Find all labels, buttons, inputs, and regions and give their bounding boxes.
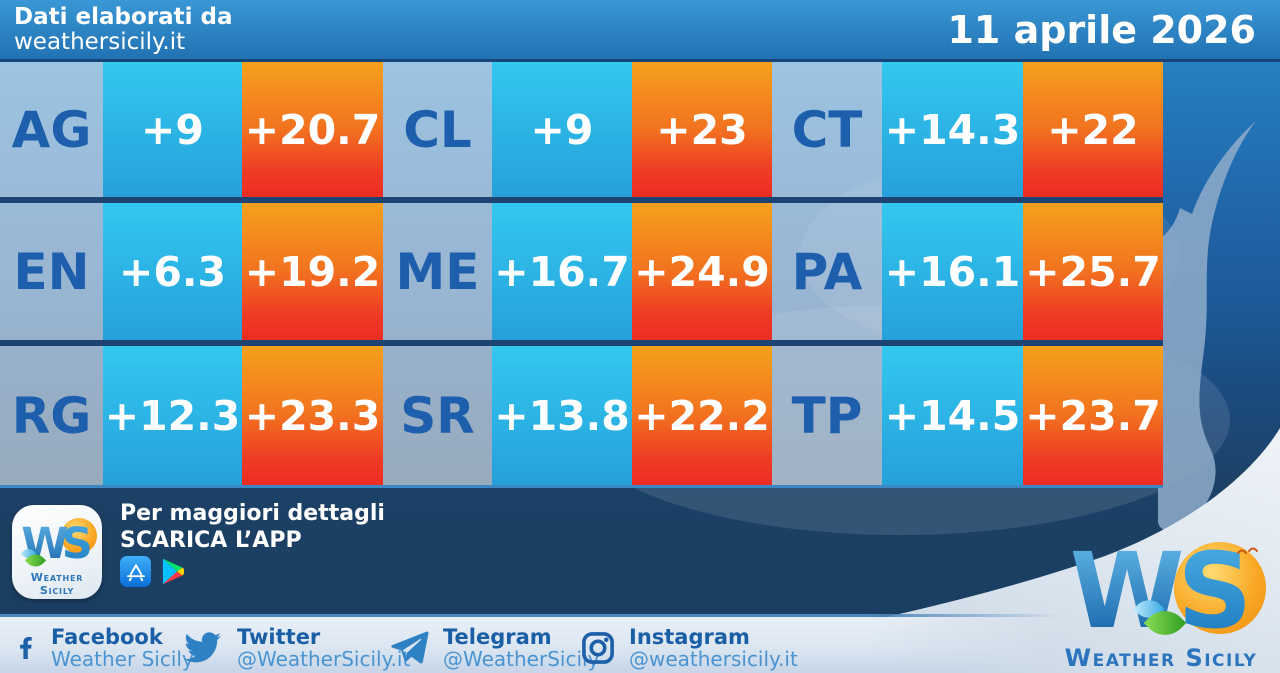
promo-line2: SCARICA L’APP (120, 528, 302, 553)
max-temperature: +20.7 (242, 62, 383, 197)
min-temperature: +13.8 (492, 346, 632, 485)
max-temperature: +22.2 (632, 346, 772, 485)
min-temperature: +16.7 (492, 203, 632, 340)
footer-social-bar: Facebook Weather Sicily Twitter @Weather… (0, 614, 1060, 673)
sun-icon (61, 518, 97, 554)
max-temperature: +19.2 (242, 203, 383, 340)
store-badges (120, 556, 189, 587)
social-handle: Weather Sicily (51, 647, 194, 671)
promo-section: W S Weather Sicily Per maggiori dettagli… (0, 488, 1280, 614)
province-code: ME (383, 203, 492, 340)
social-twitter[interactable]: Twitter @WeatherSicily.it (180, 626, 410, 670)
social-telegram[interactable]: Telegram @WeatherSicily (390, 626, 599, 670)
facebook-icon (14, 628, 38, 668)
province-code: EN (0, 203, 103, 340)
weather-sicily-app-icon[interactable]: W S Weather Sicily (12, 505, 102, 599)
min-temperature: +9 (103, 62, 242, 197)
logo-letter-s: S (61, 519, 93, 569)
ws-logo: W S (1054, 530, 1268, 652)
min-temperature: +6.3 (103, 203, 242, 340)
table-row: RG +12.3 +23.3 SR +13.8 +22.2 TP +14.5 +… (0, 346, 1163, 485)
table-bottom-border (0, 485, 1163, 488)
social-text: Instagram @weathersicily.it (629, 626, 798, 670)
credit-line: Dati elaborati da (14, 4, 233, 30)
min-temperature: +14.5 (882, 346, 1023, 485)
twitter-icon (180, 628, 224, 668)
max-temperature: +24.9 (632, 203, 772, 340)
max-temperature: +23 (632, 62, 772, 197)
social-handle: @weathersicily.it (629, 647, 798, 671)
row-separator (0, 197, 1163, 203)
temperature-table: AG +9 +20.7 CL +9 +23 CT +14.3 +22 EN +6… (0, 62, 1163, 488)
table-row: AG +9 +20.7 CL +9 +23 CT +14.3 +22 (0, 62, 1163, 197)
social-text: Telegram @WeatherSicily (443, 626, 599, 670)
province-code: SR (383, 346, 492, 485)
social-handle: @WeatherSicily.it (237, 647, 411, 671)
social-network: Instagram (629, 625, 750, 649)
promo-text: Per maggiori dettagli SCARICA L’APP (120, 500, 385, 587)
province-code: TP (772, 346, 882, 485)
max-temperature: +23.7 (1023, 346, 1163, 485)
max-temperature: +22 (1023, 62, 1163, 197)
sun-icon (1174, 542, 1266, 634)
credit-block: Dati elaborati da weathersicily.it (14, 5, 233, 55)
social-handle: @WeatherSicily (443, 647, 600, 671)
max-temperature: +25.7 (1023, 203, 1163, 340)
header-bar: Dati elaborati da weathersicily.it 11 ap… (0, 0, 1280, 62)
light-swoosh (556, 428, 1280, 673)
social-network: Facebook (51, 625, 163, 649)
google-play-icon[interactable] (158, 556, 189, 587)
brand-name: Weather Sicily (1064, 644, 1258, 672)
max-temperature: +23.3 (242, 346, 383, 485)
province-code: CL (383, 62, 492, 197)
social-network: Twitter (237, 625, 321, 649)
brand-name: Weather Sicily (30, 571, 84, 597)
ws-logo: W S (12, 514, 102, 572)
min-temperature: +9 (492, 62, 632, 197)
credit-site: weathersicily.it (14, 29, 186, 55)
min-temperature: +14.3 (882, 62, 1023, 197)
app-store-icon[interactable] (120, 556, 151, 587)
province-code: PA (772, 203, 882, 340)
social-text: Facebook Weather Sicily (51, 626, 194, 670)
min-temperature: +16.1 (882, 203, 1023, 340)
logo-letter-s: S (1177, 530, 1253, 652)
social-network: Telegram (443, 625, 552, 649)
table-row: EN +6.3 +19.2 ME +16.7 +24.9 PA +16.1 +2… (0, 203, 1163, 340)
forecast-date: 11 aprile 2026 (947, 8, 1256, 52)
province-code: CT (772, 62, 882, 197)
social-text: Twitter @WeatherSicily.it (237, 626, 410, 670)
min-temperature: +12.3 (103, 346, 242, 485)
weather-sicily-logo: W S Weather Sicily (1054, 536, 1268, 672)
row-separator (0, 340, 1163, 346)
birds-icon (1237, 547, 1258, 554)
promo-line1: Per maggiori dettagli (120, 501, 385, 526)
sicily-east-coast-silhouette (1158, 121, 1256, 531)
province-code: AG (0, 62, 103, 197)
telegram-icon (390, 628, 430, 668)
province-code: RG (0, 346, 103, 485)
instagram-icon (580, 629, 616, 667)
social-facebook[interactable]: Facebook Weather Sicily (14, 626, 194, 670)
social-instagram[interactable]: Instagram @weathersicily.it (580, 626, 798, 670)
